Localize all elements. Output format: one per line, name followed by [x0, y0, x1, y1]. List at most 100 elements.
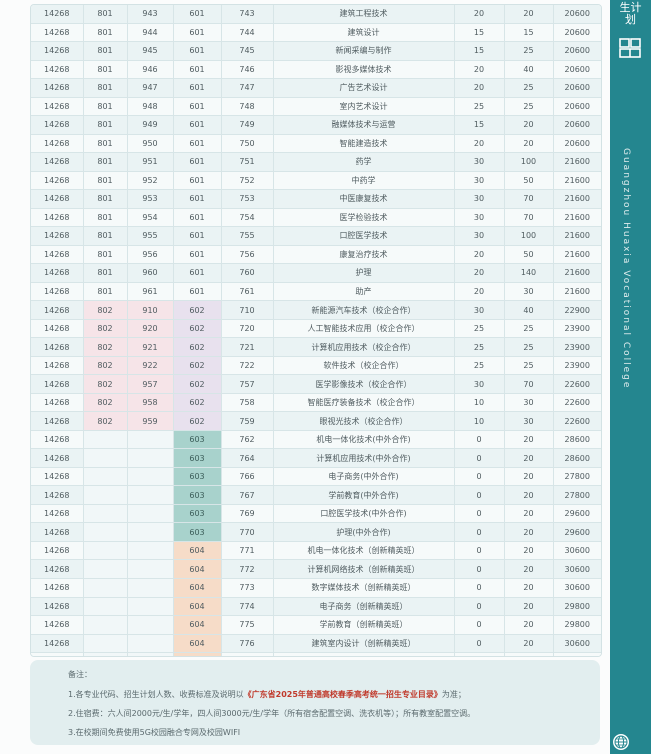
major-code-cell: [127, 467, 174, 487]
tuition-cell: 28600: [553, 430, 601, 450]
plan-count-cell: 0: [454, 578, 505, 598]
major-name-cell: 建筑工程技术: [273, 5, 455, 24]
major-name-cell: 数字媒体技术（创新精英班）: [273, 578, 455, 598]
group-code-cell: 801: [83, 134, 128, 154]
capacity-cell: 20: [504, 522, 554, 542]
major-name-cell: 护理(中外合作): [273, 522, 455, 542]
tuition-cell: 23900: [553, 319, 601, 339]
group-id-cell: 602: [173, 393, 222, 413]
plan-count-cell: 15: [454, 41, 505, 61]
tuition-cell: 21600: [553, 171, 601, 191]
major-code-cell: 921: [127, 337, 174, 357]
tuition-cell: 20600: [553, 60, 601, 80]
group-id-cell: 604: [173, 541, 222, 561]
major-number-cell: 762: [221, 430, 274, 450]
school-code-cell: 14268: [31, 41, 84, 61]
tuition-cell: 21600: [553, 189, 601, 209]
tuition-cell: 22600: [553, 411, 601, 431]
capacity-cell: 20: [504, 615, 554, 635]
note-line-1-prefix: 1.各专业代码、招生计划人数、收费标准及说明以: [68, 690, 244, 699]
major-code-cell: 959: [127, 411, 174, 431]
plan-count-cell: 25: [454, 97, 505, 117]
major-name-cell: 建筑设计: [273, 23, 455, 43]
capacity-cell: 25: [504, 41, 554, 61]
group-code-cell: 801: [83, 171, 128, 191]
major-name-cell: 建筑室内设计（创新精英班）: [273, 634, 455, 654]
major-number-cell: 748: [221, 97, 274, 117]
capacity-cell: 20: [504, 467, 554, 487]
capacity-cell: 30: [504, 411, 554, 431]
note-line-1-suffix: 为准；: [441, 690, 466, 699]
major-code-cell: [127, 634, 174, 654]
major-name-cell: 医学检验技术: [273, 208, 455, 228]
sidebar-english-name: Guangzhou Huaxia Vocational College: [621, 148, 641, 389]
school-code-cell: 14268: [31, 411, 84, 431]
major-code-cell: [127, 559, 174, 579]
capacity-cell: 20: [504, 541, 554, 561]
group-code-cell: 801: [83, 23, 128, 43]
college-logo-icon: [619, 38, 641, 58]
major-name-cell: 口腔医学技术(中外合作): [273, 504, 455, 524]
major-number-cell: 745: [221, 41, 274, 61]
major-code-cell: 960: [127, 263, 174, 283]
group-code-cell: 802: [83, 374, 128, 394]
school-code-cell: 14268: [31, 115, 84, 135]
plan-count-cell: 15: [454, 115, 505, 135]
capacity-cell: 30: [504, 393, 554, 413]
capacity-cell: 20: [504, 448, 554, 468]
plan-count-cell: 0: [454, 485, 505, 505]
plan-count-cell: 0: [454, 522, 505, 542]
table-row: 14268 801 960 601 760 护理 20 140 21600: [31, 263, 601, 283]
school-code-cell: 14268: [31, 319, 84, 339]
group-id-cell: 603: [173, 448, 222, 468]
major-name-cell: 智能医疗装备技术（校企合作）: [273, 393, 455, 413]
note-line-1: 1.各专业代码、招生计划人数、收费标准及说明以《广东省2025年普通高校春季高考…: [68, 689, 466, 700]
major-name-cell: 药学: [273, 152, 455, 172]
sidebar-title-line-2: 划: [625, 13, 636, 26]
major-number-cell: 756: [221, 245, 274, 265]
major-code-cell: [127, 504, 174, 524]
major-number-cell: 766: [221, 467, 274, 487]
school-code-cell: 14268: [31, 597, 84, 617]
tuition-cell: 29800: [553, 615, 601, 635]
table-row: 14268 603 769 口腔医学技术(中外合作) 0 20 29600: [31, 504, 601, 524]
group-code-cell: [83, 597, 128, 617]
school-code-cell: 14268: [31, 23, 84, 43]
note-line-2: 2.住宿费：六人间2000元/生/学年，四人间3000元/生/学年（所有宿舍配置…: [68, 709, 476, 718]
capacity-cell: 140: [504, 263, 554, 283]
table-row: 14268 801 943 601 743 建筑工程技术 20 20 20600: [31, 5, 601, 24]
major-number-cell: 758: [221, 393, 274, 413]
school-code-cell: 14268: [31, 189, 84, 209]
group-code-cell: 801: [83, 152, 128, 172]
school-code-cell: 14268: [31, 208, 84, 228]
tuition-cell: 29600: [553, 522, 601, 542]
capacity-cell: 25: [504, 337, 554, 357]
table-row: 14268 604 776 建筑室内设计（创新精英班） 0 20 30600: [31, 634, 601, 654]
tuition-cell: 21600: [553, 208, 601, 228]
plan-count-cell: 0: [454, 615, 505, 635]
tuition-cell: 20600: [553, 23, 601, 43]
tuition-cell: 20600: [553, 115, 601, 135]
major-number-cell: 747: [221, 78, 274, 98]
group-id-cell: 604: [173, 615, 222, 635]
major-code-cell: 950: [127, 134, 174, 154]
plan-count-cell: 20: [454, 5, 505, 24]
school-code-cell: 14268: [31, 541, 84, 561]
school-code-cell: 14268: [31, 467, 84, 487]
table-row: 14268 603 770 护理(中外合作) 0 20 29600: [31, 522, 601, 542]
major-code-cell: 951: [127, 152, 174, 172]
school-code-cell: 14268: [31, 430, 84, 450]
group-id-cell: 604: [173, 597, 222, 617]
table-row: 14268 801 956 601 756 康复治疗技术 20 50 21600: [31, 245, 601, 265]
group-id-cell: 602: [173, 337, 222, 357]
sidebar-title-line-1: 生计: [619, 1, 642, 14]
school-code-cell: 14268: [31, 578, 84, 598]
tuition-cell: 21600: [553, 263, 601, 283]
group-code-cell: [83, 652, 128, 656]
table-row: 14268 802 920 602 720 人工智能技术应用（校企合作） 25 25 23900: [31, 319, 601, 339]
major-code-cell: 948: [127, 97, 174, 117]
group-code-cell: 801: [83, 5, 128, 24]
group-id-cell: 601: [173, 189, 222, 209]
school-code-cell: 14268: [31, 134, 84, 154]
tuition-cell: 30600: [553, 541, 601, 561]
